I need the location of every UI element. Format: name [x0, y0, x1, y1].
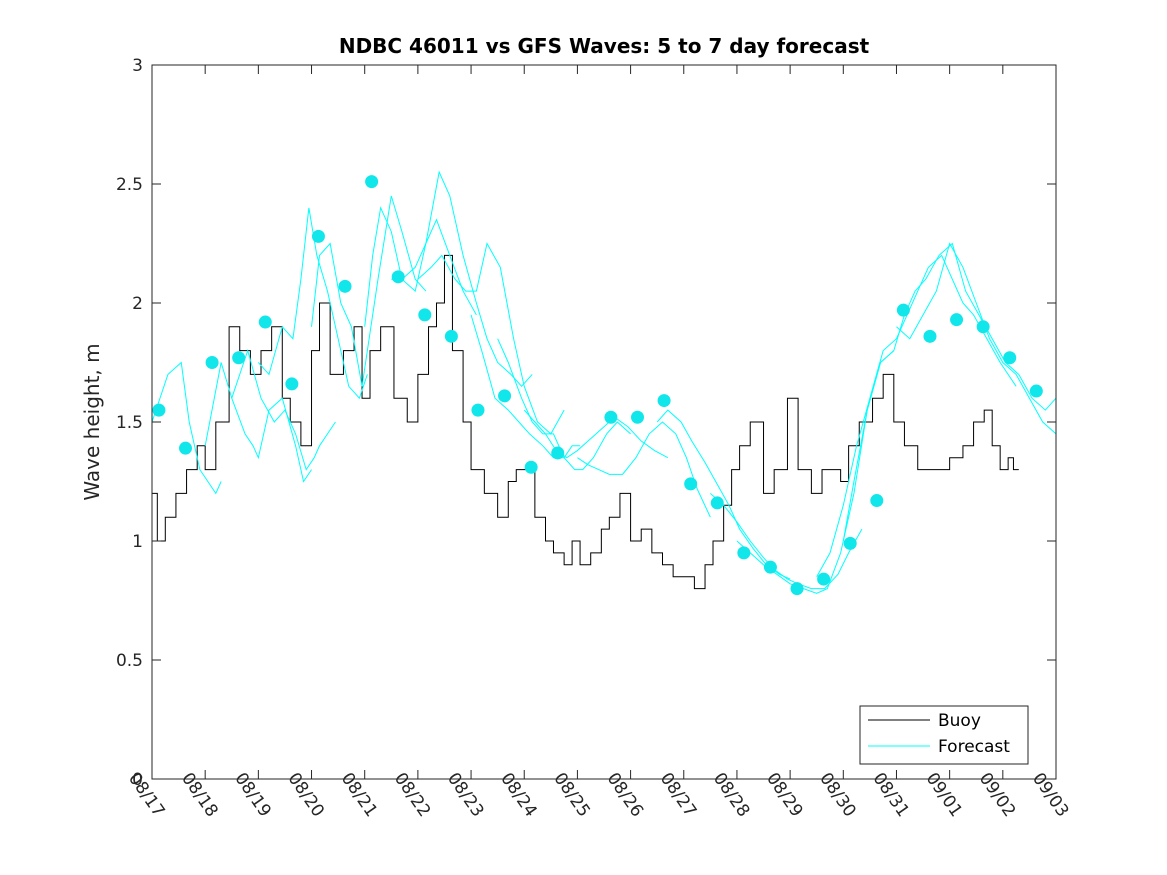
- forecast-run-line: [842, 242, 1057, 542]
- forecast-marker: [896, 303, 910, 317]
- forecast-run-line: [151, 361, 222, 495]
- forecast-series: [151, 170, 1057, 594]
- forecast-marker: [471, 403, 485, 417]
- forecast-marker: [710, 496, 724, 510]
- y-tick-label: 2.5: [116, 175, 143, 195]
- forecast-run-line: [710, 493, 863, 590]
- legend-forecast-label: Forecast: [938, 737, 1010, 757]
- forecast-run-line: [497, 338, 631, 471]
- forecast-marker: [338, 279, 352, 293]
- forecast-marker: [524, 460, 538, 474]
- forecast-marker: [684, 477, 698, 491]
- forecast-marker: [604, 410, 618, 424]
- forecast-run-line: [204, 362, 312, 483]
- forecast-marker: [631, 410, 645, 424]
- forecast-marker: [923, 329, 937, 343]
- forecast-marker: [950, 313, 964, 327]
- y-tick-label: 3: [132, 56, 143, 76]
- forecast-run-line: [364, 206, 477, 327]
- forecast-marker: [843, 536, 857, 550]
- forecast-marker: [258, 315, 272, 329]
- forecast-marker: [737, 546, 751, 560]
- y-axis-label: Wave height, m: [80, 343, 104, 500]
- legend-buoy-label: Buoy: [938, 711, 981, 731]
- forecast-marker: [391, 270, 405, 284]
- forecast-marker: [551, 446, 565, 460]
- forecast-marker: [817, 572, 831, 586]
- forecast-marker: [763, 560, 777, 574]
- y-tick-label: 2: [132, 294, 143, 314]
- y-tick-label: 1.5: [116, 413, 143, 433]
- forecast-marker: [976, 320, 990, 334]
- forecast-run-line: [577, 421, 711, 518]
- forecast-marker: [365, 175, 379, 189]
- y-tick-label: 0.5: [116, 651, 143, 671]
- forecast-marker: [152, 403, 166, 417]
- forecast-run-line: [417, 242, 565, 435]
- forecast-marker: [311, 229, 325, 243]
- forecast-marker: [232, 351, 246, 365]
- forecast-marker: [1029, 384, 1043, 398]
- forecast-marker: [418, 308, 432, 322]
- chart-title: NDBC 46011 vs GFS Waves: 5 to 7 day fore…: [339, 34, 870, 58]
- forecast-marker: [179, 441, 193, 455]
- forecast-marker: [498, 389, 512, 403]
- forecast-run-line: [231, 348, 336, 471]
- plot-area: [152, 65, 1056, 779]
- forecast-marker: [444, 329, 458, 343]
- legend-box: [859, 705, 1029, 765]
- buoy-line: [152, 254, 1019, 590]
- forecast-marker: [285, 377, 299, 391]
- forecast-run-line: [470, 314, 581, 459]
- forecast-run-line: [311, 195, 427, 387]
- forecast-marker: [1003, 351, 1017, 365]
- buoy-series: [152, 254, 1019, 590]
- forecast-run-line: [391, 170, 533, 388]
- y-tick-label: 1: [132, 532, 143, 552]
- forecast-marker: [657, 394, 671, 408]
- forecast-run-line: [896, 242, 1057, 435]
- y-tick-label: 0: [132, 770, 143, 790]
- forecast-marker: [790, 582, 804, 596]
- forecast-marker: [870, 494, 884, 508]
- forecast-marker: [205, 356, 219, 369]
- legend: Buoy Forecast: [859, 705, 1029, 765]
- forecast-markers: [152, 175, 1043, 596]
- forecast-run-line: [257, 207, 368, 400]
- forecast-run-line: [523, 409, 669, 459]
